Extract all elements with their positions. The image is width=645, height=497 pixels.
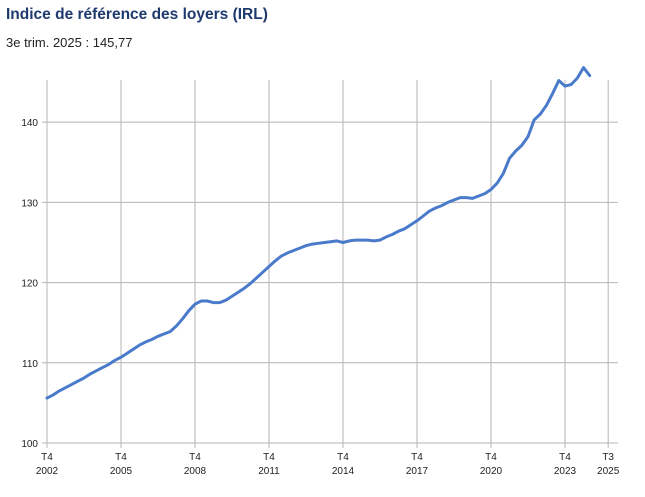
x-tick-quarter-label: T4	[337, 452, 349, 463]
chart-subtitle: 3e trim. 2025 : 145,77	[6, 35, 133, 50]
x-tick-quarter-label: T4	[485, 452, 497, 463]
chart-title: Indice de référence des loyers (IRL)	[6, 6, 268, 23]
x-tick-quarter-label: T4	[189, 452, 201, 463]
x-tick-year-label: 2002	[36, 466, 59, 477]
x-tick-year-label: 2020	[480, 466, 503, 477]
x-tick-year-label: 2005	[110, 466, 133, 477]
y-tick-label: 100	[21, 439, 38, 450]
x-tick-year-label: 2011	[258, 466, 280, 477]
y-tick-label: 120	[21, 279, 38, 290]
x-tick-quarter-label: T3	[602, 452, 614, 463]
x-tick-quarter-label: T4	[559, 452, 571, 463]
x-tick-year-label: 2017	[406, 466, 429, 477]
x-tick-quarter-label: T4	[263, 452, 275, 463]
x-tick-quarter-label: T4	[115, 452, 127, 463]
x-tick-year-label: 2008	[184, 466, 207, 477]
irl-series-line	[45, 66, 592, 400]
x-tick-year-label: 2014	[332, 466, 355, 477]
y-tick-label: 110	[22, 359, 38, 370]
y-tick-label: 140	[21, 118, 38, 129]
x-tick-quarter-label: T4	[41, 452, 53, 463]
y-tick-label: 130	[21, 198, 38, 209]
x-tick-quarter-label: T4	[411, 452, 423, 463]
x-tick-year-label: 2023	[554, 466, 577, 477]
x-tick-year-label: 2025	[597, 466, 620, 477]
